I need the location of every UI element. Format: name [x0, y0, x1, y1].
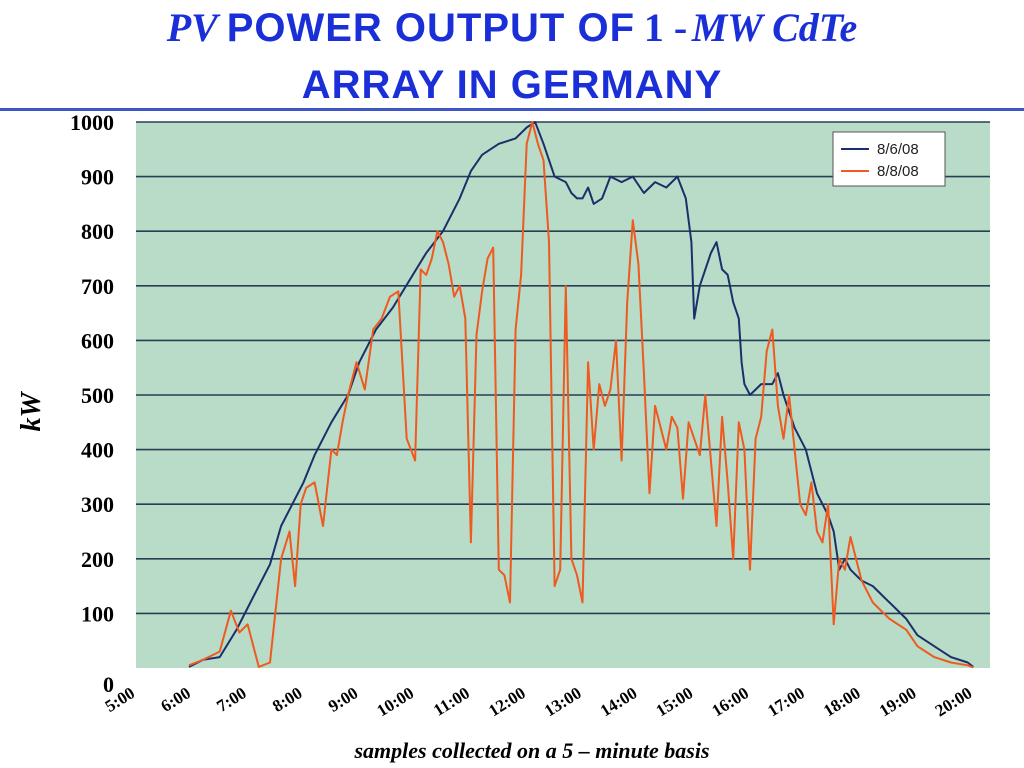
x-tick-label-10:00: 10:00 — [373, 683, 417, 720]
legend-box — [832, 131, 946, 187]
x-axis-ticks: 5:00 6:00 7:00 8:00 9:00 10:00 11:00 12:00 13:00… — [102, 683, 976, 720]
y-axis-ticks: 0 100 200 300 400 500 600 700 800 900 1000 — [70, 112, 114, 697]
legend-label-8/8/08: 8/8/08 — [877, 163, 919, 180]
title-pv: PV — [166, 5, 218, 50]
y-tick-label-700: 700 — [81, 274, 114, 299]
title-one: 1 - — [643, 5, 688, 50]
y-tick-label-300: 300 — [81, 492, 114, 517]
y-tick-label-800: 800 — [81, 219, 114, 244]
x-tick-label-16:00: 16:00 — [708, 683, 752, 720]
y-tick-label-200: 200 — [81, 547, 114, 572]
x-tick-label-11:00: 11:00 — [430, 683, 473, 720]
x-tick-label-15:00: 15:00 — [653, 683, 697, 720]
y-tick-label-900: 900 — [81, 165, 114, 190]
title-divider — [0, 108, 1024, 111]
y-tick-label-1000: 1000 — [70, 112, 114, 135]
gridlines — [136, 121, 990, 615]
series-group — [188, 121, 974, 669]
x-tick-label-8:00: 8:00 — [269, 683, 306, 716]
title-power-output: POWER OUTPUT OF — [226, 6, 636, 50]
x-tick-label-17:00: 17:00 — [764, 683, 808, 720]
chart-title: PV POWER OUTPUT OF 1 - MW CdTe ARRAY IN … — [0, 4, 1024, 109]
x-axis-label: samples collected on a 5 – minute basis — [353, 738, 709, 763]
x-tick-label-20:00: 20:00 — [932, 683, 976, 720]
x-tick-label-19:00: 19:00 — [876, 683, 920, 720]
title-line-1: PV POWER OUTPUT OF 1 - MW CdTe — [0, 4, 1024, 61]
x-tick-label-9:00: 9:00 — [325, 683, 362, 716]
title-mw-cdte: MW CdTe — [691, 5, 858, 50]
title-line-2: ARRAY IN GERMANY — [301, 63, 723, 107]
x-tick-label-7:00: 7:00 — [213, 683, 250, 716]
x-tick-label-18:00: 18:00 — [820, 683, 864, 720]
legend-label-8/6/08: 8/6/08 — [877, 141, 919, 158]
series-line-8/8/08 — [188, 121, 974, 669]
y-tick-label-500: 500 — [81, 383, 114, 408]
x-tick-label-12:00: 12:00 — [485, 683, 529, 720]
x-tick-label-13:00: 13:00 — [541, 683, 585, 720]
x-tick-label-14:00: 14:00 — [597, 683, 641, 720]
y-tick-label-100: 100 — [81, 601, 114, 626]
y-tick-label-600: 600 — [81, 328, 114, 353]
y-tick-label-400: 400 — [81, 438, 114, 463]
y-axis-label: kW — [16, 390, 47, 431]
y-tick-label-0: 0 — [103, 672, 114, 697]
legend: 8/6/08 8/8/08 — [832, 131, 946, 187]
x-tick-label-6:00: 6:00 — [157, 683, 194, 716]
